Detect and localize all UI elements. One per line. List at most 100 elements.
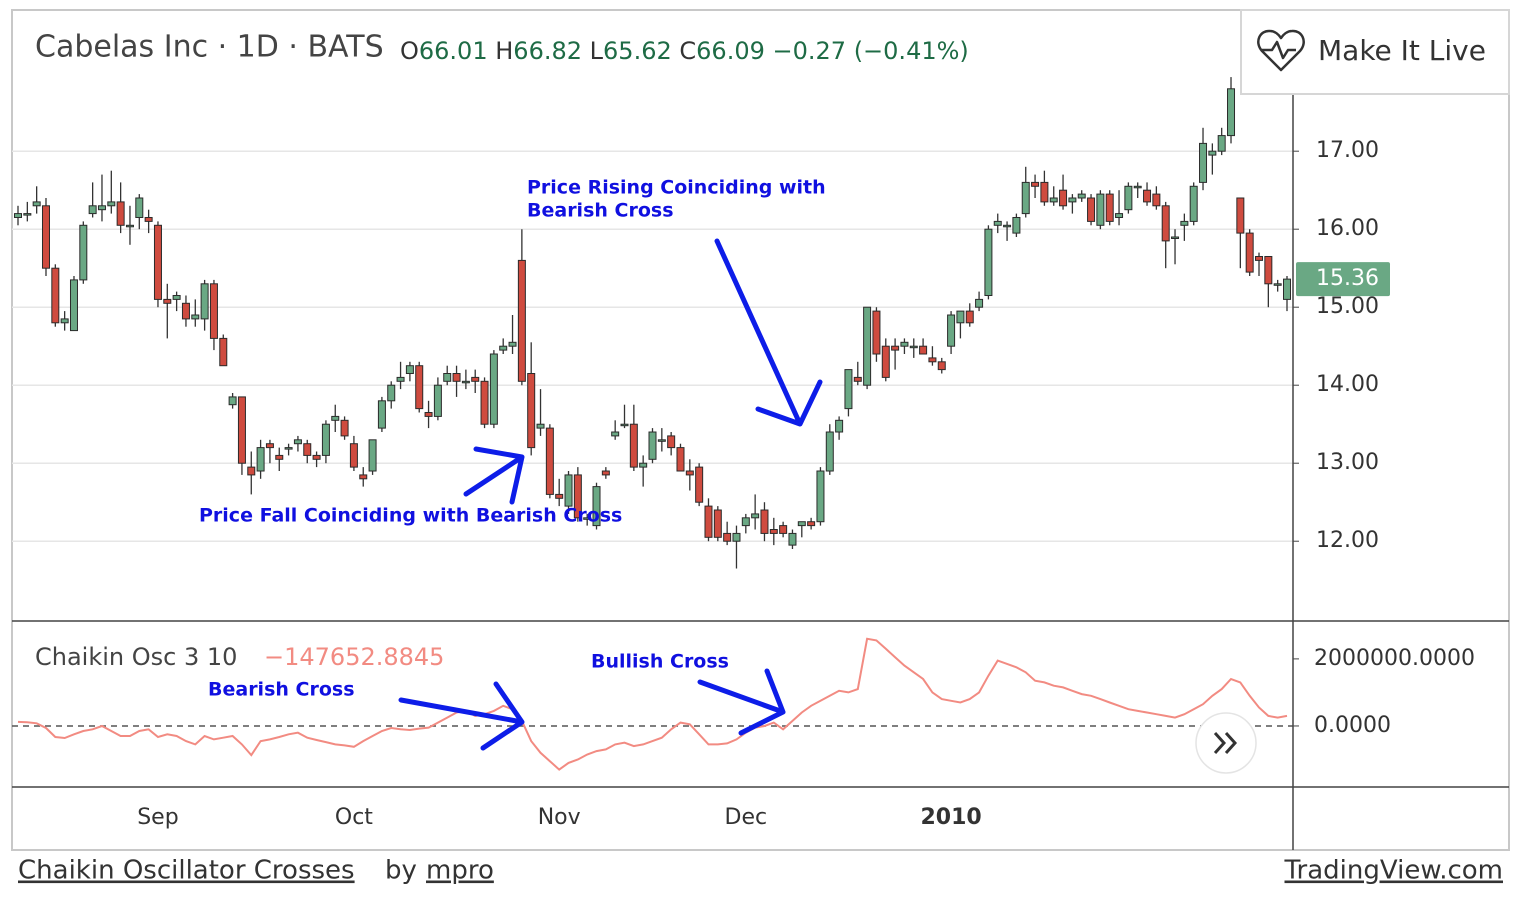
candle-body bbox=[592, 486, 601, 527]
candle-body bbox=[1189, 185, 1198, 222]
candle-body bbox=[1283, 278, 1291, 300]
candle-body bbox=[88, 205, 97, 215]
make-it-live-button[interactable]: Make It Live bbox=[1240, 9, 1510, 95]
candle-body bbox=[695, 466, 704, 503]
candle-body bbox=[331, 415, 340, 421]
ohlc-label: C bbox=[679, 37, 696, 65]
candle-body bbox=[1264, 255, 1273, 285]
candle-body bbox=[209, 283, 218, 339]
candle-body bbox=[1245, 232, 1254, 273]
ohlc-label: L bbox=[590, 37, 604, 65]
candle-body bbox=[769, 529, 778, 534]
candle-body bbox=[303, 443, 312, 456]
candle-body bbox=[32, 201, 41, 207]
ohlc-value: 66.09 bbox=[696, 37, 765, 65]
candle-body bbox=[555, 493, 564, 499]
candle-body bbox=[797, 521, 806, 527]
indicator-name: Chaikin Osc 3 10 bbox=[35, 643, 237, 671]
candle-body bbox=[60, 318, 69, 324]
candle-body bbox=[359, 474, 368, 480]
candle-body bbox=[704, 505, 713, 538]
candle-body bbox=[900, 341, 909, 347]
candle-body bbox=[1049, 197, 1058, 203]
candle-body bbox=[984, 228, 993, 296]
candle-body bbox=[1096, 193, 1105, 226]
candle-body bbox=[219, 337, 228, 367]
candle-body bbox=[723, 532, 732, 542]
candle-body bbox=[517, 259, 526, 382]
candle-body bbox=[853, 376, 862, 382]
candle-body bbox=[312, 454, 321, 460]
candle-body bbox=[79, 224, 88, 281]
candle-body bbox=[1143, 189, 1152, 203]
candle-body bbox=[228, 396, 237, 406]
candle-body bbox=[443, 373, 452, 382]
annotation: Price Fall Coinciding with Bearish Cross bbox=[199, 505, 622, 527]
candle-body bbox=[648, 431, 657, 460]
grid bbox=[12, 150, 1293, 727]
x-tick-label: Nov bbox=[538, 805, 581, 830]
candle-body bbox=[349, 443, 358, 468]
candle-body bbox=[601, 470, 610, 476]
candle-body bbox=[433, 384, 442, 417]
change: −0.27 (−0.41%) bbox=[773, 37, 969, 65]
ohlc-label: O bbox=[400, 37, 419, 65]
candle-body bbox=[471, 376, 480, 382]
site-link[interactable]: TradingView.com bbox=[1284, 856, 1504, 886]
candle-body bbox=[629, 423, 638, 468]
candle-body bbox=[639, 462, 648, 468]
ohlc-legend: O66.01 H66.82 L65.62 C66.09 −0.27 (−0.41… bbox=[400, 37, 969, 65]
candle-body bbox=[1236, 197, 1245, 234]
candle-body bbox=[685, 470, 694, 476]
author-link[interactable]: mpro bbox=[426, 856, 494, 886]
candle-body bbox=[909, 345, 918, 349]
candle-body bbox=[1273, 283, 1282, 286]
ohlc-value: 66.01 bbox=[419, 37, 488, 65]
candle-body bbox=[1021, 181, 1030, 215]
candle-body bbox=[107, 201, 116, 207]
y-tick-label: 2000000.0000 bbox=[1314, 646, 1475, 671]
candle-body bbox=[564, 474, 573, 507]
chart-frame bbox=[11, 9, 1510, 851]
annotation: Price Rising Coinciding with bbox=[527, 177, 826, 199]
y-tick-label: 15.00 bbox=[1316, 294, 1379, 319]
candle-body bbox=[1217, 135, 1226, 152]
candle-body bbox=[1115, 213, 1124, 218]
candle-body bbox=[751, 513, 760, 519]
ohlc-label: H bbox=[495, 37, 513, 65]
scroll-icon[interactable] bbox=[1213, 731, 1238, 755]
idea-link[interactable]: Chaikin Oscillator Crosses bbox=[18, 856, 355, 886]
y-tick-label: 12.00 bbox=[1316, 528, 1379, 553]
candle-body bbox=[415, 365, 424, 410]
candle-body bbox=[23, 213, 32, 216]
last-price-label: 15.36 bbox=[1316, 266, 1379, 291]
heart-icon[interactable] bbox=[1257, 29, 1305, 72]
candle-body bbox=[1068, 197, 1077, 203]
indicator-line bbox=[17, 637, 1288, 771]
annotation: Bullish Cross bbox=[591, 651, 729, 673]
candle-body bbox=[377, 400, 386, 429]
x-tick-label: Oct bbox=[335, 805, 373, 830]
candle-body bbox=[1199, 142, 1208, 183]
candle-body bbox=[293, 439, 302, 445]
candle-body bbox=[881, 345, 890, 378]
candle-body bbox=[1255, 255, 1264, 261]
scroll-button[interactable] bbox=[1195, 712, 1257, 774]
candle-body bbox=[611, 431, 620, 437]
candle-body bbox=[461, 380, 470, 384]
candle-body bbox=[1180, 220, 1189, 226]
candle-body bbox=[1077, 193, 1086, 199]
candle-body bbox=[573, 474, 582, 519]
candle-body bbox=[947, 314, 956, 347]
button-label[interactable]: Make It Live bbox=[1318, 34, 1486, 67]
arrow bbox=[463, 446, 525, 505]
candle-body bbox=[965, 310, 974, 324]
candle-body bbox=[1227, 88, 1236, 137]
candle-body bbox=[863, 306, 872, 386]
candle-body bbox=[265, 443, 274, 449]
candle-body bbox=[499, 345, 508, 351]
axes: Sep Oct Nov Dec 2010 12.00 13.00 14.00 15.00 16.0… bbox=[137, 138, 1475, 830]
candle-body bbox=[993, 220, 1002, 226]
candle-body bbox=[891, 345, 900, 351]
candle-body bbox=[508, 341, 517, 347]
